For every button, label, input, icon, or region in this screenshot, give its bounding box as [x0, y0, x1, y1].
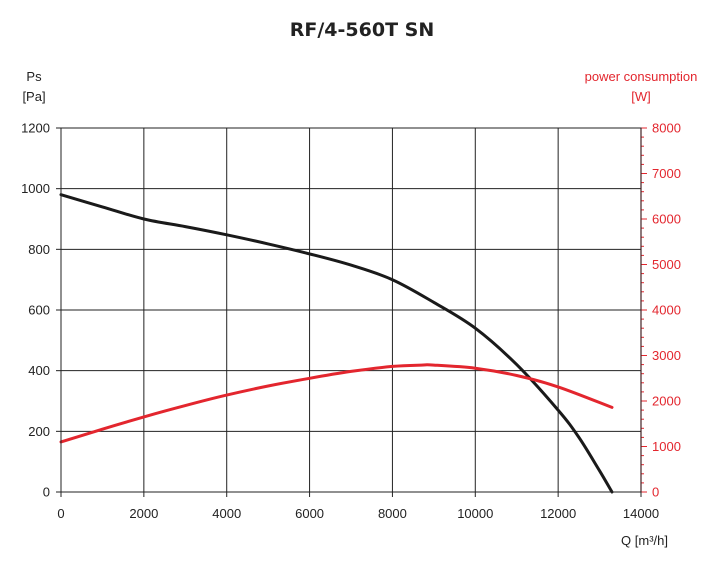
x-axis-label: Q [m³/h]: [621, 533, 668, 548]
y2-tick-label-6: 6000: [652, 212, 681, 227]
y2-tick-label-5: 5000: [652, 257, 681, 272]
plot-frame: [60, 127, 642, 493]
y2-tick-label-3: 3000: [652, 348, 681, 363]
y-tick-label-5: 1000: [21, 181, 50, 196]
y2-axis-ticks: 0 1000 2000 3000 4000 5000 6000 7000 8000: [640, 121, 681, 500]
y2-tick-label-8: 8000: [652, 121, 681, 136]
x-tick-label-5: 10000: [457, 506, 493, 521]
y-axis-label-name: Ps: [26, 69, 42, 84]
x-tick-label-1: 2000: [129, 506, 158, 521]
y-tick-label-4: 800: [28, 242, 50, 257]
power-consumption-curve: [59, 363, 614, 444]
chart-series: [59, 193, 614, 494]
y2-tick-label-4: 4000: [652, 303, 681, 318]
x-tick-label-3: 6000: [295, 506, 324, 521]
x-tick-label-2: 4000: [212, 506, 241, 521]
y-tick-label-1: 200: [28, 424, 50, 439]
x-tick-label-6: 12000: [540, 506, 576, 521]
y-axis-label-unit: [Pa]: [22, 89, 45, 104]
y2-tick-label-0: 0: [652, 485, 659, 500]
chart-grid: [60, 127, 642, 493]
static-pressure-curve: [59, 193, 614, 494]
y-tick-label-3: 600: [28, 303, 50, 318]
y-tick-label-2: 400: [28, 363, 50, 378]
y2-axis-label-name: power consumption: [585, 69, 698, 84]
y2-tick-label-7: 7000: [652, 166, 681, 181]
y-tick-label-0: 0: [43, 485, 50, 500]
y-tick-label-6: 1200: [21, 121, 50, 136]
y2-tick-label-2: 2000: [652, 394, 681, 409]
x-tick-label-0: 0: [57, 506, 64, 521]
x-tick-label-7: 14000: [623, 506, 659, 521]
chart-title: RF/4-560T SN: [290, 19, 434, 41]
x-axis-ticks: 0 2000 4000 6000 8000 10000 12000 14000: [57, 492, 659, 521]
y2-axis-label-unit: [W]: [631, 89, 651, 104]
x-tick-label-4: 8000: [378, 506, 407, 521]
y-axis-ticks: 0 200 400 600 800 1000 1200: [21, 121, 61, 500]
y2-tick-label-1: 1000: [652, 439, 681, 454]
